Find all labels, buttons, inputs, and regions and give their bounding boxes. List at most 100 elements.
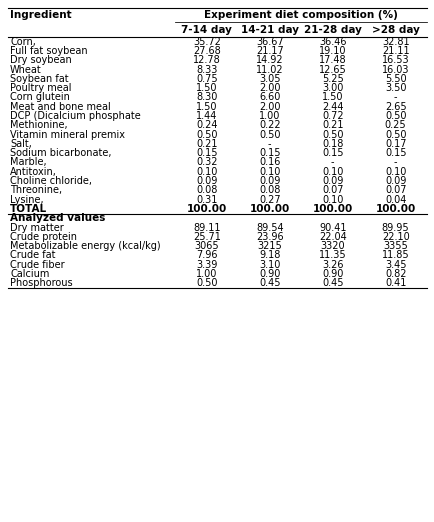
Text: 0.08: 0.08 [259,185,280,195]
Text: 0.10: 0.10 [321,167,342,177]
Text: Meat and bone meal: Meat and bone meal [10,102,111,112]
Text: 0.41: 0.41 [384,278,405,288]
Text: 0.90: 0.90 [259,269,280,279]
Text: 2.00: 2.00 [258,102,280,112]
Text: 1.50: 1.50 [196,102,217,112]
Text: 17.48: 17.48 [318,55,346,65]
Text: 0.09: 0.09 [259,176,280,186]
Text: Analyzed values: Analyzed values [10,213,105,223]
Text: 0.15: 0.15 [196,148,217,158]
Text: 1.50: 1.50 [196,83,217,93]
Text: 12.78: 12.78 [192,55,220,65]
Text: Metabolizable energy (kcal/kg): Metabolizable energy (kcal/kg) [10,241,160,251]
Text: 36.67: 36.67 [255,37,283,46]
Text: Vitamin mineral premix: Vitamin mineral premix [10,129,125,139]
Text: 0.21: 0.21 [196,139,217,149]
Text: Wheat: Wheat [10,65,42,75]
Text: Dry soybean: Dry soybean [10,55,72,65]
Text: 0.90: 0.90 [321,269,342,279]
Text: 9.18: 9.18 [259,251,280,260]
Text: 100.00: 100.00 [249,204,289,214]
Text: 0.45: 0.45 [321,278,343,288]
Text: 0.10: 0.10 [259,167,280,177]
Text: 3215: 3215 [257,241,282,251]
Text: Dry matter: Dry matter [10,222,64,232]
Text: 8.33: 8.33 [196,65,217,75]
Text: Methionine,: Methionine, [10,121,67,130]
Text: 100.00: 100.00 [186,204,227,214]
Text: 0.31: 0.31 [196,195,217,205]
Text: 7.96: 7.96 [196,251,217,260]
Text: 0.32: 0.32 [196,158,217,168]
Text: 22.10: 22.10 [381,232,409,242]
Text: 0.50: 0.50 [384,111,405,121]
Text: 1.50: 1.50 [321,92,343,102]
Text: -: - [393,92,397,102]
Text: 3.45: 3.45 [384,260,405,270]
Text: 0.50: 0.50 [196,278,217,288]
Text: TOTAL: TOTAL [10,204,47,214]
Text: 0.45: 0.45 [258,278,280,288]
Text: 21.11: 21.11 [381,46,408,56]
Text: 3065: 3065 [194,241,219,251]
Text: 11.02: 11.02 [255,65,283,75]
Text: Lysine,: Lysine, [10,195,43,205]
Text: Phosphorous: Phosphorous [10,278,72,288]
Text: 0.22: 0.22 [258,121,280,130]
Text: Ingredient: Ingredient [10,10,72,20]
Text: 14.92: 14.92 [255,55,283,65]
Text: 0.82: 0.82 [384,269,405,279]
Text: 0.24: 0.24 [196,121,217,130]
Text: 21-28 day: 21-28 day [303,25,361,35]
Text: Antitoxin,: Antitoxin, [10,167,57,177]
Text: 25.71: 25.71 [192,232,220,242]
Text: 12.65: 12.65 [318,65,346,75]
Text: 0.08: 0.08 [196,185,217,195]
Text: 0.18: 0.18 [321,139,342,149]
Text: 0.21: 0.21 [321,121,343,130]
Text: 100.00: 100.00 [312,204,352,214]
Text: 32.81: 32.81 [381,37,408,46]
Text: 0.10: 0.10 [384,167,405,177]
Text: DCP (Dicalcium phosphate: DCP (Dicalcium phosphate [10,111,141,121]
Text: 0.17: 0.17 [384,139,405,149]
Text: 3.05: 3.05 [258,74,280,84]
Text: Full fat soybean: Full fat soybean [10,46,87,56]
Text: 16.53: 16.53 [381,55,408,65]
Text: 3355: 3355 [382,241,407,251]
Text: Sodium bicarbonate,: Sodium bicarbonate, [10,148,111,158]
Text: Crude fiber: Crude fiber [10,260,65,270]
Text: 0.15: 0.15 [258,148,280,158]
Text: 1.44: 1.44 [196,111,217,121]
Text: Soybean fat: Soybean fat [10,74,69,84]
Text: Experiment diet composition (%): Experiment diet composition (%) [204,10,397,20]
Text: 0.07: 0.07 [384,185,405,195]
Text: Salt,: Salt, [10,139,32,149]
Text: 3320: 3320 [320,241,344,251]
Text: 36.46: 36.46 [318,37,345,46]
Text: 11.35: 11.35 [318,251,346,260]
Text: Choline chloride,: Choline chloride, [10,176,92,186]
Text: 19.10: 19.10 [318,46,345,56]
Text: 0.09: 0.09 [384,176,405,186]
Text: 3.39: 3.39 [196,260,217,270]
Text: Calcium: Calcium [10,269,49,279]
Text: Crude fat: Crude fat [10,251,56,260]
Text: 21.17: 21.17 [255,46,283,56]
Text: 0.72: 0.72 [321,111,343,121]
Text: 1.00: 1.00 [259,111,280,121]
Text: 2.00: 2.00 [258,83,280,93]
Text: Corn glutein: Corn glutein [10,92,70,102]
Text: 14-21 day: 14-21 day [240,25,298,35]
Text: 0.27: 0.27 [258,195,280,205]
Text: 6.60: 6.60 [259,92,280,102]
Text: 0.50: 0.50 [321,129,343,139]
Text: -: - [330,158,334,168]
Text: 0.09: 0.09 [321,176,342,186]
Text: 3.10: 3.10 [259,260,280,270]
Text: 16.03: 16.03 [381,65,408,75]
Text: 0.50: 0.50 [384,129,405,139]
Text: 100.00: 100.00 [375,204,415,214]
Text: 11.85: 11.85 [381,251,408,260]
Text: Marble,: Marble, [10,158,46,168]
